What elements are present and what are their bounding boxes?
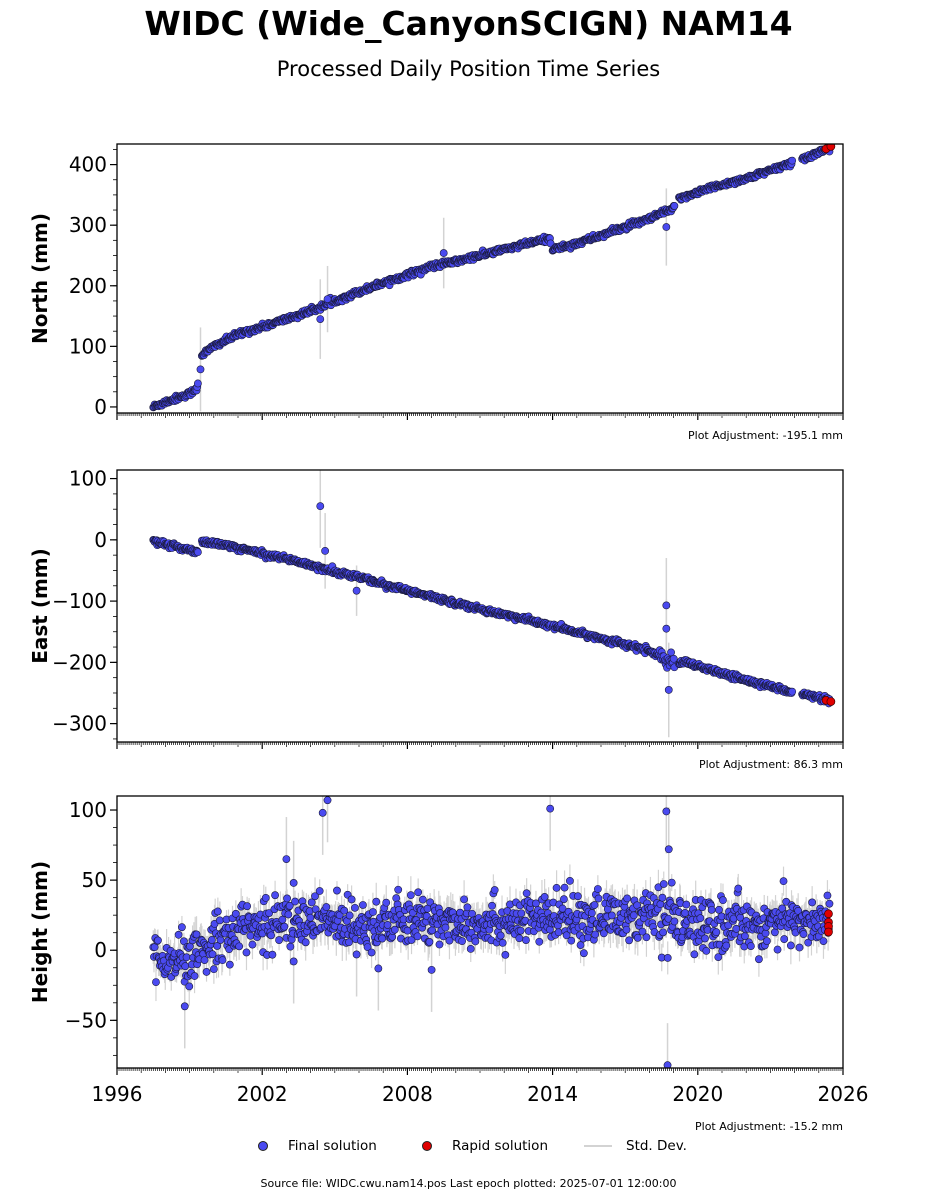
plot-adjustment: Plot Adjustment: 86.3 mm	[699, 758, 843, 771]
final-point	[669, 654, 678, 663]
page-title: WIDC (Wide_CanyonSCIGN) NAM14	[144, 4, 793, 43]
rapid-point	[826, 144, 836, 151]
y-axis-label: North (mm)	[28, 213, 52, 344]
y-tick-label: 0	[94, 528, 107, 552]
plot-area	[149, 796, 834, 1068]
y-tick-label: −200	[52, 650, 107, 674]
y-tick-label: −100	[52, 589, 107, 613]
rapid-point	[826, 697, 836, 706]
y-axis-label: East (mm)	[28, 548, 52, 664]
north-panel: 0 100 200 300 400 North (mm) Plot Adjustment: …	[28, 143, 844, 442]
plot-adjustment: Plot Adjustment: -195.1 mm	[688, 429, 843, 442]
outlier-point	[323, 295, 332, 303]
y-tick-label: 100	[69, 334, 107, 358]
outlier-point	[664, 686, 673, 694]
y-tick-label: −300	[52, 712, 107, 736]
outlier-point	[352, 586, 361, 595]
plot-area	[149, 144, 836, 412]
final-point	[788, 687, 797, 696]
outlier-point	[321, 546, 330, 555]
plot-area	[149, 470, 836, 738]
final-points	[149, 502, 834, 708]
y-tick-label: 300	[69, 213, 107, 237]
outlier-point	[439, 249, 448, 257]
outlier-point	[316, 502, 325, 511]
y-tick-label: 200	[69, 274, 107, 298]
y-tick-label: 100	[69, 467, 107, 491]
y-tick-label: 400	[69, 153, 107, 177]
final-point	[193, 379, 202, 388]
page-subtitle: Processed Daily Position Time Series	[276, 57, 661, 81]
outlier-point	[316, 315, 325, 323]
final-point	[788, 156, 797, 165]
outlier-point	[196, 365, 205, 374]
final-point	[193, 548, 202, 557]
final-points	[149, 144, 834, 412]
stddev-bars	[152, 470, 831, 738]
east-panel: −300 −200 −100 0 100 East (mm) Plot Adjustment…	[28, 467, 844, 771]
y-tick-label: 0	[94, 395, 107, 419]
outlier-point	[662, 624, 671, 633]
outlier-point	[662, 223, 671, 231]
outlier-point	[662, 601, 671, 610]
final-point	[670, 201, 679, 210]
